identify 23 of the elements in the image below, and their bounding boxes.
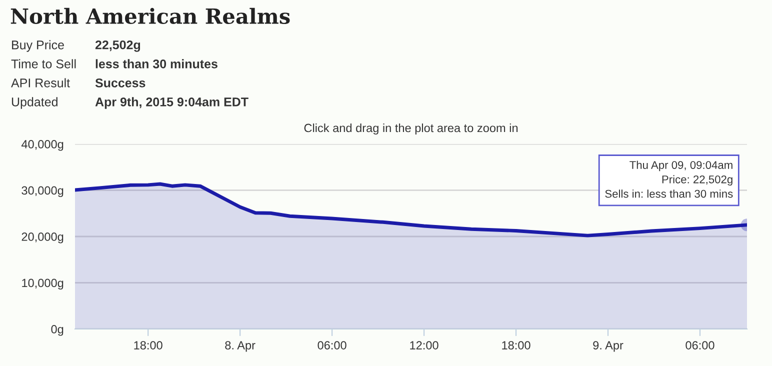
chart-title: North American Realms — [10, 8, 290, 24]
text: 22,502g — [95, 40, 140, 52]
text: Buy Price — [12, 40, 64, 52]
x-tick-label: 06:00 — [318, 341, 346, 350]
chart-subtitle: Click and drag in the plot area to zoom in — [304, 124, 518, 135]
y-tick-label: 20,000g — [22, 232, 64, 244]
x-tick-label: 06:00 — [686, 341, 714, 350]
text: Time to Sell — [11, 59, 76, 68]
x-tick-label: 12:00 — [410, 341, 438, 350]
y-tick-label: 30,000g — [22, 186, 64, 197]
x-tick-label: 18:00 — [134, 341, 162, 350]
text: less than 30 minutes — [96, 59, 218, 68]
x-tick-label: 18:00 — [502, 341, 530, 350]
text: Success — [95, 78, 146, 88]
text: Apr 9th, 2015 9:04am EDT — [95, 97, 248, 109]
text: Updated — [12, 97, 58, 109]
x-tick-label: 8. Apr — [225, 341, 256, 352]
y-tick-label: 0g — [51, 325, 64, 336]
text: API Result — [11, 78, 70, 88]
x-tick-label: 9. Apr — [593, 341, 624, 352]
y-tick-label: 40,000g — [21, 140, 64, 151]
annotation: Thu Apr 09, 09:04am Price: 22,502g Sells in: less than 30 mins — [605, 160, 733, 198]
y-tick-label: 10,000g — [22, 278, 64, 290]
